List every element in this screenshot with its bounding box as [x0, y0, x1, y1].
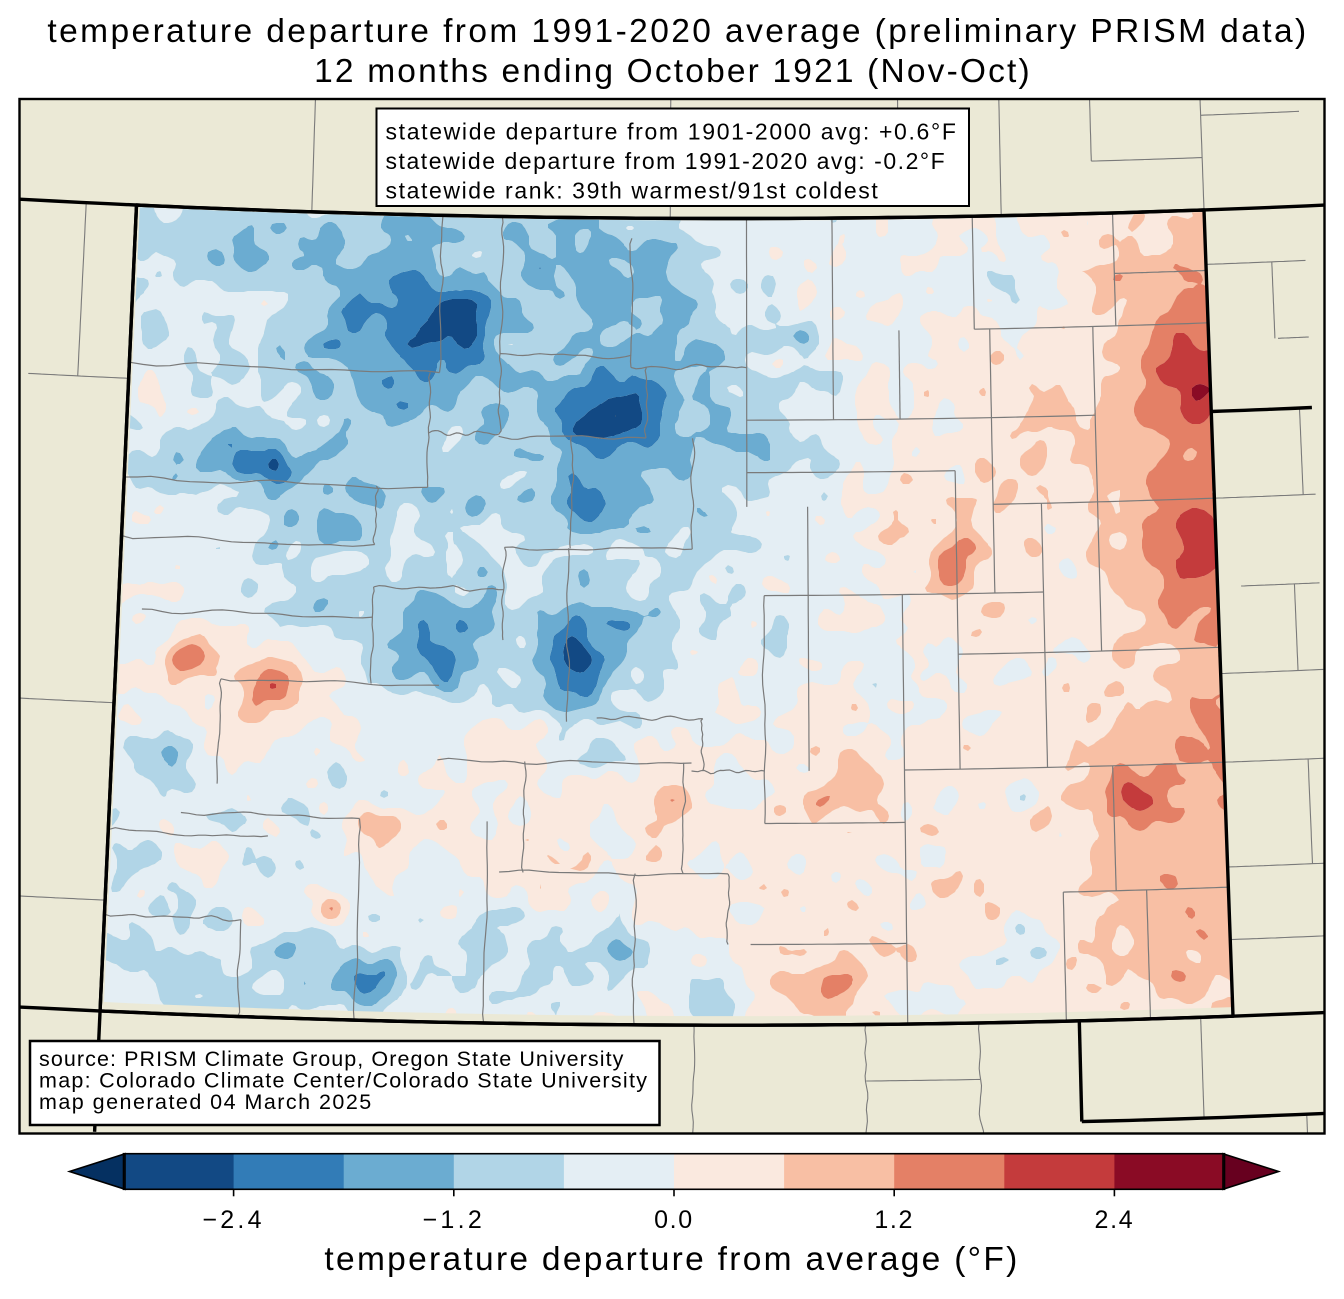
svg-text:2.4: 2.4 — [1095, 1206, 1135, 1234]
svg-text:12 months ending October 1921: 12 months ending October 1921 (Nov-Oct) — [314, 53, 1032, 90]
svg-text:1.2: 1.2 — [874, 1206, 914, 1234]
svg-text:−1.2: −1.2 — [423, 1206, 486, 1234]
svg-text:statewide departure from 1991-: statewide departure from 1991-2020 avg: … — [386, 148, 947, 174]
svg-text:−2.4: −2.4 — [202, 1206, 265, 1234]
svg-text:temperature departure from 199: temperature departure from 1991-2020 ave… — [47, 13, 1308, 50]
svg-text:temperature departure from ave: temperature departure from average (°F) — [324, 1241, 1019, 1278]
svg-text:map: Colorado Climate Center/C: map: Colorado Climate Center/Colorado St… — [39, 1069, 648, 1093]
svg-text:statewide departure from 1901-: statewide departure from 1901-2000 avg: … — [386, 118, 958, 144]
svg-text:map generated 04 March 2025: map generated 04 March 2025 — [39, 1090, 373, 1114]
svg-text:0.0: 0.0 — [654, 1206, 694, 1234]
svg-text:source: PRISM Climate Group, O: source: PRISM Climate Group, Oregon Stat… — [39, 1047, 625, 1071]
svg-text:statewide rank: 39th warmest/9: statewide rank: 39th warmest/91st coldes… — [386, 177, 880, 203]
